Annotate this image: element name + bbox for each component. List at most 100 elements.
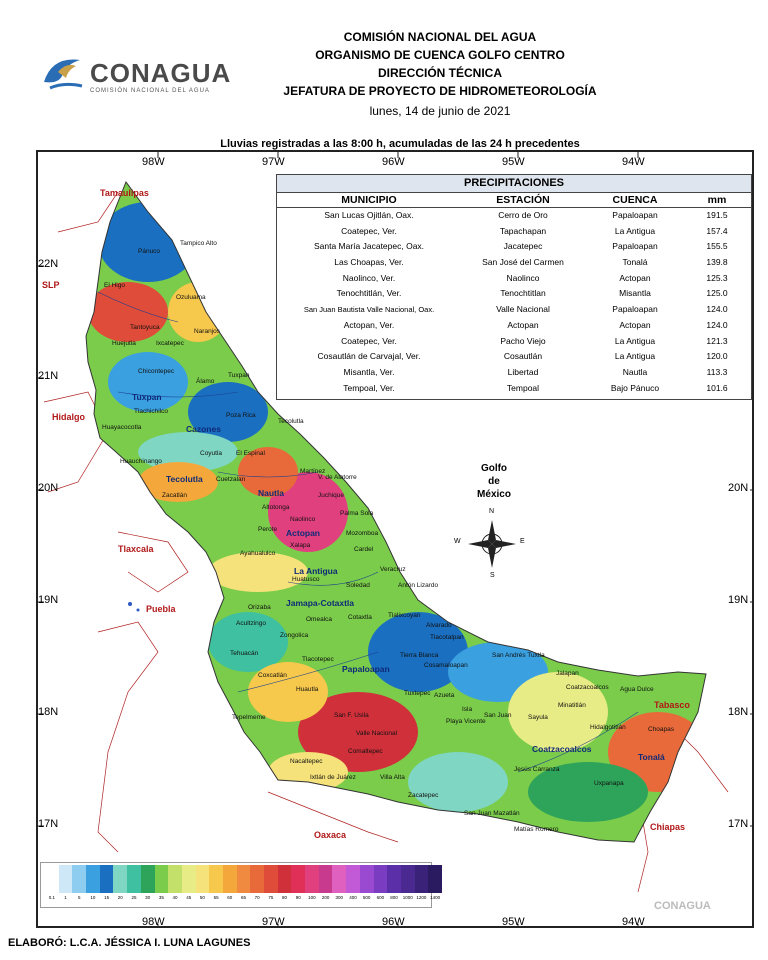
place-label: Matías Romero bbox=[514, 826, 559, 833]
legend-label: 1200 bbox=[416, 895, 427, 900]
place-label: Huauchinango bbox=[120, 458, 162, 465]
place-label: Alvarado bbox=[426, 622, 452, 629]
table-row: Coatepec, Ver. Tapachapan La Antigua 157… bbox=[277, 224, 751, 240]
place-label: San F. Usila bbox=[334, 712, 369, 719]
gulf-label: Golfo de México bbox=[462, 462, 526, 501]
place-label: Perote bbox=[258, 526, 278, 533]
place-label: San Andrés Tuxtla bbox=[492, 652, 545, 659]
place-label: El Higo bbox=[104, 282, 125, 289]
place-label: Tlalixcoyan bbox=[388, 612, 421, 619]
place-label: Tecolutla bbox=[278, 418, 304, 425]
table-row: Cosautlán de Carvajal, Ver. Cosautlán La… bbox=[277, 349, 751, 365]
lon-label-97w-bottom: 97W bbox=[262, 916, 285, 928]
legend-swatch bbox=[58, 865, 73, 893]
lon-label-95w: 95W bbox=[502, 156, 525, 168]
place-label: Tlacotalpan bbox=[430, 634, 464, 641]
legend-label: 40 bbox=[172, 895, 178, 900]
place-label: Huautla bbox=[296, 686, 319, 693]
table-row: Tenochtitlán, Ver. Tenochtitlan Misantla… bbox=[277, 286, 751, 302]
legend-label: 45 bbox=[186, 895, 192, 900]
cell-estacion: Actopan bbox=[507, 319, 539, 330]
place-label: Cotaxtla bbox=[348, 614, 372, 621]
cell-mm: 125.3 bbox=[706, 272, 728, 283]
compass-n: N bbox=[489, 508, 495, 515]
place-label: Xalapa bbox=[290, 542, 311, 549]
place-label: Nacaltepec bbox=[290, 758, 323, 765]
lon-label-98w: 98W bbox=[142, 156, 165, 168]
conagua-logo: CONAGUA COMISIÓN NACIONAL DEL AGUA bbox=[40, 52, 255, 100]
legend-label: 1 bbox=[64, 895, 67, 900]
lat-label-18n-right: 18N bbox=[728, 706, 749, 718]
lon-label-98w-bottom: 98W bbox=[142, 916, 165, 928]
place-label: El Espinal bbox=[236, 450, 265, 457]
legend-label: 400 bbox=[349, 895, 357, 900]
cell-estacion: Cerro de Oro bbox=[498, 210, 548, 220]
place-label: Agua Dulce bbox=[620, 686, 654, 693]
basin-label: Jamapa-Cotaxtla bbox=[286, 598, 355, 608]
cell-cuenca: La Antigua bbox=[614, 335, 656, 346]
place-label: San Juan Mazatlán bbox=[464, 810, 520, 817]
cell-estacion: Libertad bbox=[507, 366, 539, 377]
cell-cuenca: Papaloapan bbox=[612, 304, 658, 315]
cell-estacion: Jacatepec bbox=[503, 241, 543, 252]
state-label: Puebla bbox=[146, 604, 176, 614]
cell-estacion: Pacho Viejo bbox=[500, 335, 546, 346]
legend-label: 0.1 bbox=[48, 895, 55, 900]
gulf-label-line: Golfo bbox=[480, 463, 508, 474]
legend-swatch bbox=[414, 865, 429, 893]
cell-mm: 191.5 bbox=[706, 210, 728, 220]
legend-label: 75 bbox=[268, 895, 274, 900]
legend-swatch bbox=[195, 865, 210, 893]
lon-label-96w: 96W bbox=[382, 156, 405, 168]
col-header-municipio: MUNICIPIO bbox=[341, 194, 397, 206]
place-label: Cuetzalan bbox=[216, 476, 246, 483]
place-label: Tehuacán bbox=[230, 650, 259, 657]
legend-label: 1400 bbox=[430, 895, 441, 900]
legend-labels: 0.1 1 5 10 15 20 25 30 35 40 45 50 55 60 65 70 75 80 90 100… bbox=[45, 895, 442, 900]
lat-label-17n: 17N bbox=[38, 818, 59, 830]
lon-label-94w: 94W bbox=[622, 156, 645, 168]
legend-swatch bbox=[250, 865, 264, 893]
legend-swatch bbox=[222, 865, 237, 893]
place-label: Poza Rica bbox=[226, 412, 256, 419]
state-label: Chiapas bbox=[650, 822, 686, 832]
compass-s: S bbox=[490, 572, 495, 579]
place-label: Sayula bbox=[528, 714, 548, 721]
cell-mm: 124.0 bbox=[706, 319, 728, 330]
legend-swatch bbox=[72, 865, 87, 893]
place-label: Tierra Blanca bbox=[400, 652, 439, 659]
precipitation-table: PRECIPITACIONES MUNICIPIO ESTACIÓN CUENC… bbox=[276, 174, 752, 400]
place-label: Minatitlán bbox=[558, 702, 586, 709]
table-title: PRECIPITACIONES bbox=[277, 175, 751, 193]
place-label: Coxcatlán bbox=[258, 672, 287, 679]
header-date: lunes, 14 de junio de 2021 bbox=[369, 104, 511, 118]
place-label: Ozuluama bbox=[176, 294, 206, 301]
place-label: V. de Alatorre bbox=[318, 474, 357, 481]
place-label: Tlachichilco bbox=[134, 408, 168, 415]
legend-label: 1000 bbox=[402, 895, 413, 900]
place-label: Naranjos bbox=[194, 328, 221, 335]
place-label: Ixtlán de Juárez bbox=[310, 774, 356, 781]
header-line-4: JEFATURA DE PROYECTO DE HIDROMETEOROLOGÍ… bbox=[283, 84, 597, 98]
lon-label-96w-bottom: 96W bbox=[382, 916, 405, 928]
cell-cuenca: Tonalá bbox=[622, 257, 648, 268]
place-label: Coyutla bbox=[200, 450, 223, 457]
cell-cuenca: Actopan bbox=[619, 319, 651, 330]
place-label: Huatusco bbox=[292, 576, 320, 583]
cell-cuenca: Actopan bbox=[619, 272, 651, 283]
legend-swatch bbox=[387, 865, 401, 893]
lat-label-18n: 18N bbox=[38, 706, 59, 718]
legend-swatch bbox=[373, 865, 388, 893]
legend-swatch bbox=[428, 865, 442, 893]
state-label: Oaxaca bbox=[314, 830, 347, 840]
place-label: Palma Sola bbox=[340, 510, 374, 517]
lon-label-97w: 97W bbox=[262, 156, 285, 168]
logo-subtitle: COMISIÓN NACIONAL DEL AGUA bbox=[90, 88, 210, 94]
legend-swatch bbox=[305, 865, 319, 893]
place-label: Tuxpan bbox=[228, 372, 250, 379]
place-label: Jalapan bbox=[556, 670, 579, 677]
cell-estacion: Tempoal bbox=[506, 382, 540, 393]
basin-label: Papaloapan bbox=[342, 664, 390, 674]
place-label: San Juan bbox=[484, 712, 512, 719]
conagua-emblem-icon bbox=[44, 59, 83, 90]
